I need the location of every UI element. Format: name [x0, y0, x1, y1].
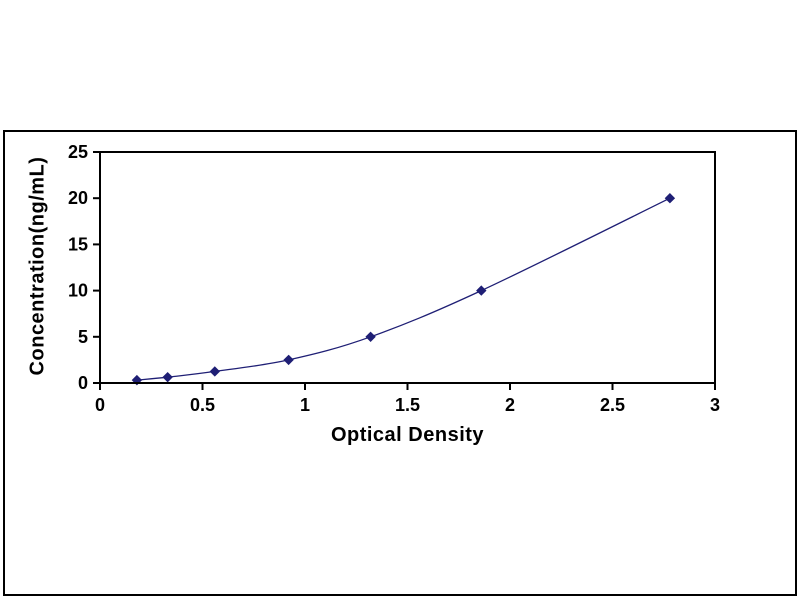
standard-curve-plot: 0 0.5 1 1.5 2 2.5 3 0 5 10 15 20 25	[68, 142, 720, 415]
plot-border	[99, 151, 716, 384]
data-point-marker	[209, 366, 221, 377]
x-tick-label: 3	[710, 395, 720, 415]
chart-frame: 0 0.5 1 1.5 2 2.5 3 0 5 10 15 20 25 Concentration(ng…	[3, 130, 797, 596]
data-point-marker	[131, 374, 143, 386]
data-point-marker	[365, 331, 376, 343]
y-tick-label: 20	[68, 188, 88, 208]
x-tick-label: 0.5	[190, 395, 215, 415]
x-tick-label: 2	[505, 395, 515, 415]
curve-line	[136, 197, 671, 381]
x-axis-label: Optical Density	[330, 424, 485, 446]
y-axis-label: Concentration(ng/mL)	[26, 156, 49, 376]
data-point-marker	[664, 192, 676, 204]
y-tick-label: 0	[78, 373, 88, 393]
x-tick-label: 1	[300, 395, 310, 415]
y-tick-label: 5	[78, 327, 88, 347]
y-tick-label: 10	[68, 281, 88, 301]
data-point-marker	[283, 354, 294, 366]
x-tick-label: 0	[95, 395, 105, 415]
data-point-marker	[476, 285, 487, 296]
x-tick-label: 1.5	[395, 395, 420, 415]
x-tick-label: 2.5	[600, 395, 625, 415]
y-tick-label: 15	[68, 234, 88, 254]
y-tick-label: 25	[68, 142, 88, 162]
data-point-marker	[162, 371, 173, 383]
